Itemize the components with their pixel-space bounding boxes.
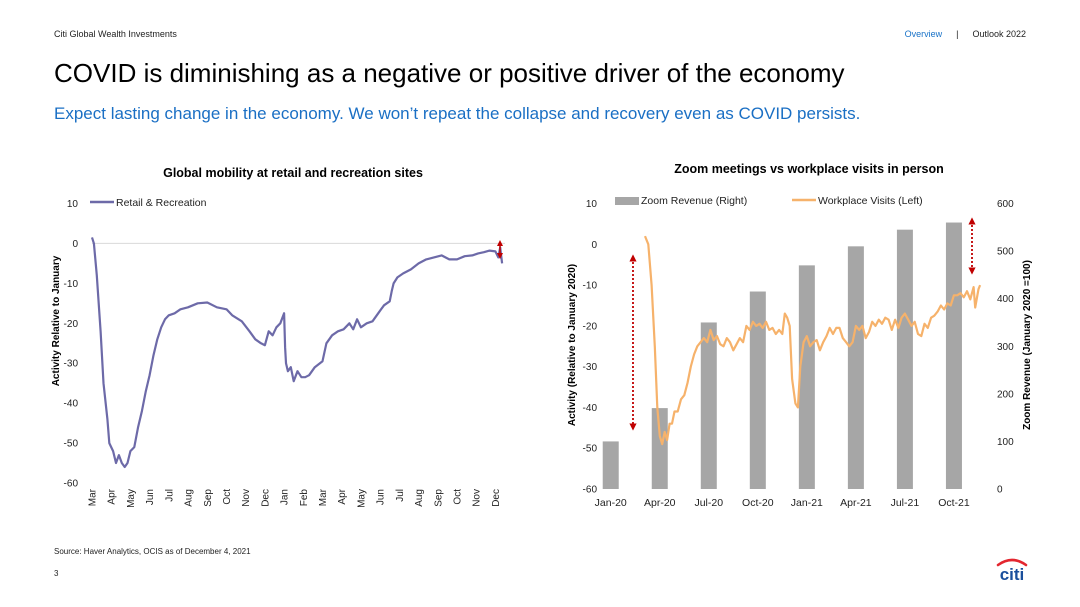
y-right-tick-label: 100 bbox=[997, 437, 1014, 448]
y-left-tick-label: -10 bbox=[583, 281, 598, 292]
y-right-tick-label: 600 bbox=[997, 199, 1014, 210]
x-tick-label: Jun bbox=[145, 489, 156, 505]
y-left-tick-label: 0 bbox=[591, 240, 597, 251]
y-left-tick-label: -50 bbox=[583, 444, 598, 455]
x-tick-label: Apr bbox=[107, 488, 118, 504]
nav-outlook-link[interactable]: Outlook 2022 bbox=[972, 29, 1026, 39]
x-tick-label: May bbox=[356, 489, 367, 508]
y-tick-label: 0 bbox=[72, 239, 78, 250]
x-tick-label: Jan-20 bbox=[595, 497, 627, 509]
x-tick-label: Oct bbox=[222, 489, 233, 505]
chart-title: Zoom meetings vs workplace visits in per… bbox=[674, 162, 944, 176]
page-subtitle: Expect lasting change in the economy. We… bbox=[54, 104, 861, 123]
x-tick-label: Oct-21 bbox=[938, 497, 970, 509]
retail-recreation-line bbox=[90, 237, 504, 469]
x-tick-label: Dec bbox=[491, 489, 502, 507]
x-tick-label: Oct-20 bbox=[742, 497, 774, 509]
x-tick-label: Oct bbox=[452, 489, 463, 505]
x-tick-label: Apr-21 bbox=[840, 497, 872, 509]
y-tick-label: -20 bbox=[64, 319, 79, 330]
x-tick-label: Apr bbox=[337, 488, 348, 504]
y-right-tick-label: 500 bbox=[997, 247, 1014, 258]
y-left-tick-label: -20 bbox=[583, 321, 598, 332]
y-left-tick-label: -30 bbox=[583, 362, 598, 373]
x-tick-label: Jul-20 bbox=[694, 497, 723, 509]
chart-title: Global mobility at retail and recreation… bbox=[163, 166, 423, 180]
y-left-tick-label: 10 bbox=[586, 199, 598, 210]
x-tick-label: Jul-21 bbox=[891, 497, 920, 509]
citi-logo: citi bbox=[996, 558, 1028, 582]
x-tick-label: Sep bbox=[203, 489, 214, 507]
y-right-tick-label: 300 bbox=[997, 342, 1014, 353]
y-tick-label: -50 bbox=[64, 439, 79, 450]
x-tick-label: Apr-20 bbox=[644, 497, 676, 509]
y-right-tick-label: 400 bbox=[997, 294, 1014, 305]
x-tick-label: Aug bbox=[414, 489, 425, 507]
legend-swatch-bar bbox=[615, 197, 639, 205]
nav-separator: | bbox=[956, 29, 959, 39]
y-axis-label: Activity Relative to January bbox=[51, 255, 62, 386]
y-right-tick-label: 0 bbox=[997, 485, 1003, 496]
x-tick-label: Jul bbox=[395, 489, 406, 502]
x-tick-label: Mar bbox=[88, 488, 99, 506]
source-note: Source: Haver Analytics, OCIS as of Dece… bbox=[54, 547, 251, 556]
zoom-revenue-bar bbox=[945, 222, 962, 490]
y-left-tick-label: -40 bbox=[583, 403, 598, 414]
zoom-workplace-chart: Zoom meetings vs workplace visits in per… bbox=[567, 162, 1033, 509]
x-tick-label: Nov bbox=[472, 489, 483, 507]
x-tick-label: Jan bbox=[280, 489, 291, 505]
mobility-chart: Global mobility at retail and recreation… bbox=[51, 166, 505, 508]
svg-text:citi: citi bbox=[1000, 565, 1025, 582]
zoom-revenue-bar bbox=[847, 246, 864, 489]
y-left-tick-label: -60 bbox=[583, 485, 598, 496]
y-tick-label: -60 bbox=[64, 479, 79, 490]
zoom-revenue-bar bbox=[700, 322, 717, 489]
x-tick-label: May bbox=[126, 489, 137, 508]
zoom-revenue-bar bbox=[896, 229, 913, 489]
y-tick-label: -30 bbox=[64, 359, 79, 370]
y-right-axis-label: Zoom Revenue (January 2020 =100) bbox=[1022, 260, 1033, 430]
top-nav: Overview | Outlook 2022 bbox=[905, 29, 1026, 39]
y-tick-label: -40 bbox=[64, 399, 79, 410]
y-tick-label: 10 bbox=[67, 199, 79, 210]
x-tick-label: Dec bbox=[260, 489, 271, 507]
page-title: COVID is diminishing as a negative or po… bbox=[54, 58, 845, 88]
y-tick-label: -10 bbox=[64, 279, 79, 290]
x-tick-label: Sep bbox=[433, 489, 444, 507]
x-tick-label: Jun bbox=[376, 489, 387, 505]
workplace-visits-line bbox=[643, 235, 982, 446]
zoom-revenue-bar bbox=[798, 265, 815, 489]
zoom-revenue-bar bbox=[749, 291, 766, 489]
x-tick-label: Jul bbox=[164, 489, 175, 502]
x-tick-label: Mar bbox=[318, 488, 329, 506]
legend-label: Retail & Recreation bbox=[116, 197, 207, 209]
brand-name: Citi Global Wealth Investments bbox=[54, 29, 177, 39]
zoom-revenue-bar bbox=[602, 441, 619, 489]
nav-overview-link[interactable]: Overview bbox=[904, 29, 943, 39]
legend-label: Zoom Revenue (Right) bbox=[641, 195, 747, 207]
y-right-tick-label: 200 bbox=[997, 389, 1014, 400]
y-left-axis-label: Activity (Relative to January 2020) bbox=[567, 264, 578, 426]
zoom-revenue-bar bbox=[651, 408, 668, 489]
x-tick-label: Aug bbox=[184, 489, 195, 507]
page-number: 3 bbox=[54, 569, 59, 578]
x-tick-label: Feb bbox=[299, 489, 310, 507]
x-tick-label: Jan-21 bbox=[791, 497, 823, 509]
x-tick-label: Nov bbox=[241, 489, 252, 507]
legend-label: Workplace Visits (Left) bbox=[818, 195, 923, 207]
